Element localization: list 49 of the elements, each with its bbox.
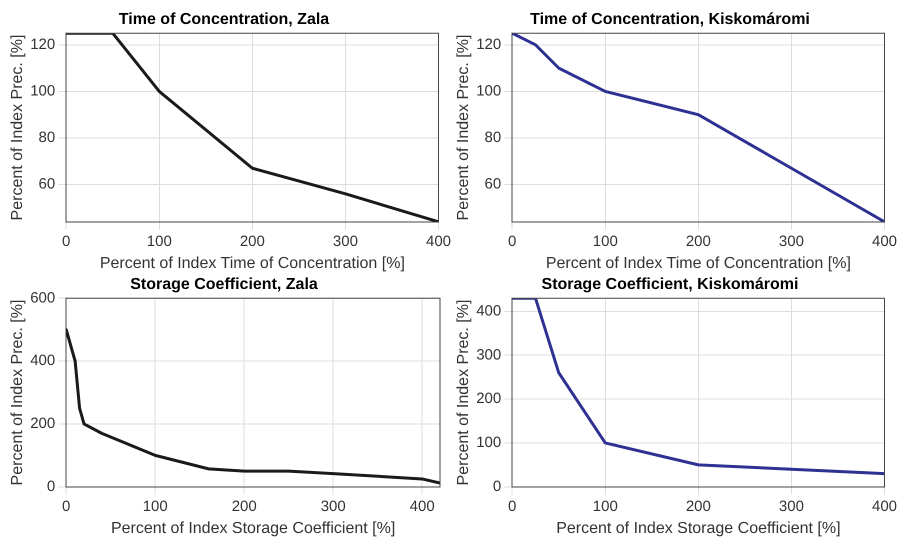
y-tick-label: 120 [30,36,56,53]
x-tick-label: 400 [426,232,451,250]
x-tick-label: 100 [592,232,618,250]
y-tick-label: 100 [30,82,56,100]
x-tick-label: 100 [592,498,618,515]
y-tick-label: 300 [476,346,502,364]
x-tick-label: 200 [686,232,711,250]
x-axis-title: Percent of Index Storage Coefficient [%] [110,520,396,537]
y-tick-label: 60 [484,176,502,193]
chart-title: Time of Concentration, Zala [118,11,330,28]
x-tick-label: 200 [686,498,711,515]
y-tick-label: 80 [38,129,56,146]
x-tick-label: 0 [62,498,70,515]
x-tick-label: 300 [778,498,804,515]
y-tick-label: 400 [476,302,502,320]
x-tick-label: 400 [872,232,897,250]
y-tick-label: 600 [30,289,56,306]
x-tick-label: 0 [62,232,70,250]
y-tick-label: 0 [46,478,56,495]
x-tick-label: 300 [320,498,346,515]
chart-title: Storage Coefficient, Zala [130,276,318,294]
y-tick-label: 100 [476,82,502,100]
y-tick-label: 0 [492,478,502,495]
y-tick-label: 200 [476,390,502,408]
chart-title: Time of Concentration, Kiskomáromi [530,11,810,28]
x-tick-label: 300 [332,232,358,250]
x-axis-title: Percent of Index Time of Concentration [%] [546,254,851,272]
x-axis-title: Percent of Index Time of Concentration [%] [100,254,405,272]
x-tick-label: 100 [146,232,172,250]
y-axis-title: Percent of Index Prec. [%] [9,300,26,486]
x-tick-label: 200 [240,232,265,250]
y-axis-title: Percent of Index Prec. [%] [455,300,472,486]
y-tick-label: 200 [30,415,56,432]
y-axis-title: Percent of Index Prec. [%] [9,34,26,220]
x-axis-title: Percent of Index Storage Coefficient [%] [556,520,841,537]
x-tick-label: 0 [508,232,516,250]
y-tick-label: 60 [38,176,56,193]
chart-title: Storage Coefficient, Kiskomáromi [542,276,798,294]
x-tick-label: 300 [778,232,804,250]
y-axis-title: Percent of Index Prec. [%] [455,34,472,220]
y-tick-label: 100 [476,434,502,452]
x-tick-label: 400 [410,498,435,515]
x-tick-label: 100 [142,498,168,515]
x-tick-label: 200 [232,498,257,515]
x-tick-label: 0 [508,498,516,515]
x-tick-label: 400 [872,498,897,515]
y-tick-label: 120 [476,36,502,53]
y-tick-label: 80 [484,129,502,146]
y-tick-label: 400 [30,352,56,370]
